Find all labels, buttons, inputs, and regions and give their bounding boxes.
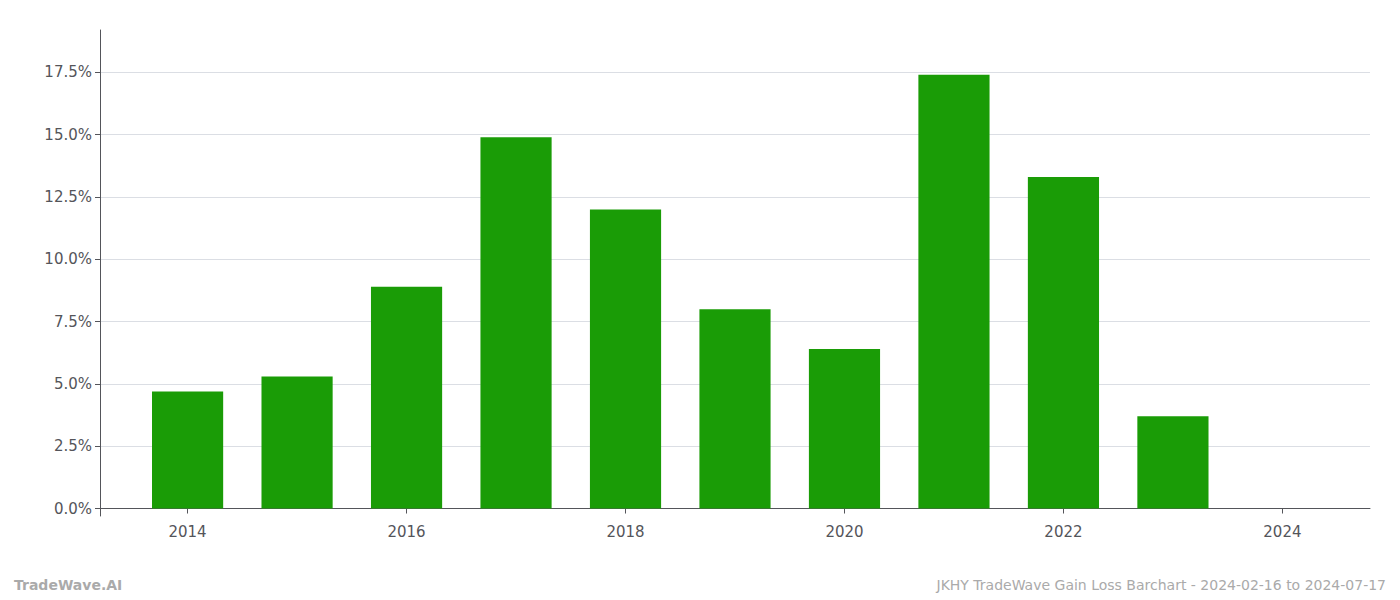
svg-text:2014: 2014	[168, 523, 206, 541]
svg-text:10.0%: 10.0%	[44, 250, 92, 268]
svg-text:2.5%: 2.5%	[54, 437, 92, 455]
svg-text:7.5%: 7.5%	[54, 313, 92, 331]
svg-text:2024: 2024	[1263, 523, 1301, 541]
svg-text:2020: 2020	[825, 523, 863, 541]
svg-text:2022: 2022	[1044, 523, 1082, 541]
svg-text:0.0%: 0.0%	[54, 500, 92, 518]
svg-text:JKHY TradeWave Gain Loss Barch: JKHY TradeWave Gain Loss Barchart - 2024…	[936, 577, 1387, 593]
svg-text:2016: 2016	[387, 523, 425, 541]
svg-text:5.0%: 5.0%	[54, 375, 92, 393]
svg-text:17.5%: 17.5%	[44, 63, 92, 81]
svg-text:TradeWave.AI: TradeWave.AI	[14, 577, 122, 593]
svg-text:15.0%: 15.0%	[44, 126, 92, 144]
svg-text:2018: 2018	[606, 523, 644, 541]
svg-text:12.5%: 12.5%	[44, 188, 92, 206]
